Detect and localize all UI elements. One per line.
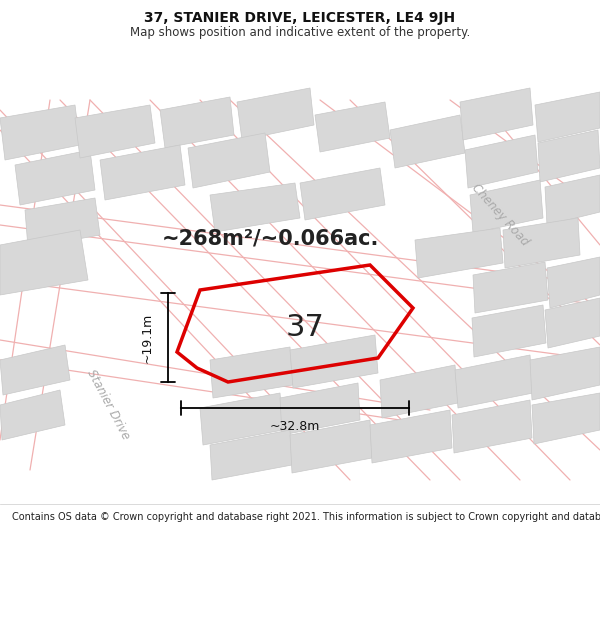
Polygon shape bbox=[0, 105, 80, 160]
Polygon shape bbox=[380, 365, 458, 418]
Polygon shape bbox=[465, 135, 538, 188]
Polygon shape bbox=[290, 420, 372, 473]
Polygon shape bbox=[473, 262, 548, 313]
Polygon shape bbox=[0, 390, 65, 440]
Text: ~19.1m: ~19.1m bbox=[141, 312, 154, 362]
Polygon shape bbox=[290, 335, 378, 388]
Polygon shape bbox=[0, 230, 88, 295]
Polygon shape bbox=[460, 88, 533, 140]
Polygon shape bbox=[530, 347, 600, 400]
Polygon shape bbox=[100, 145, 185, 200]
Polygon shape bbox=[210, 430, 292, 480]
Polygon shape bbox=[503, 218, 580, 268]
Text: 37, STANIER DRIVE, LEICESTER, LE4 9JH: 37, STANIER DRIVE, LEICESTER, LE4 9JH bbox=[145, 11, 455, 25]
Polygon shape bbox=[370, 410, 452, 463]
Text: Map shows position and indicative extent of the property.: Map shows position and indicative extent… bbox=[130, 26, 470, 39]
Polygon shape bbox=[538, 130, 600, 182]
Polygon shape bbox=[315, 102, 390, 152]
Polygon shape bbox=[160, 97, 234, 148]
Polygon shape bbox=[535, 92, 600, 142]
Polygon shape bbox=[415, 228, 503, 278]
Text: 37: 37 bbox=[286, 314, 325, 342]
Polygon shape bbox=[237, 88, 314, 140]
Polygon shape bbox=[25, 198, 100, 248]
Polygon shape bbox=[15, 150, 95, 205]
Text: Cheney Road: Cheney Road bbox=[469, 181, 531, 249]
Text: Stanier Drive: Stanier Drive bbox=[84, 368, 132, 442]
Text: ~32.8m: ~32.8m bbox=[270, 420, 320, 433]
Polygon shape bbox=[200, 393, 283, 445]
Polygon shape bbox=[210, 183, 300, 232]
Polygon shape bbox=[280, 383, 360, 435]
Polygon shape bbox=[210, 347, 293, 398]
Polygon shape bbox=[455, 355, 533, 408]
Polygon shape bbox=[75, 105, 155, 158]
Polygon shape bbox=[472, 305, 546, 357]
Polygon shape bbox=[532, 393, 600, 444]
Polygon shape bbox=[390, 115, 465, 168]
Polygon shape bbox=[545, 175, 600, 225]
Polygon shape bbox=[545, 298, 600, 348]
Polygon shape bbox=[300, 168, 385, 220]
Text: ~268m²/~0.066ac.: ~268m²/~0.066ac. bbox=[161, 228, 379, 248]
Polygon shape bbox=[547, 257, 600, 308]
Polygon shape bbox=[470, 180, 543, 233]
Polygon shape bbox=[0, 345, 70, 395]
Polygon shape bbox=[452, 400, 532, 453]
Polygon shape bbox=[188, 133, 270, 188]
Text: Contains OS data © Crown copyright and database right 2021. This information is : Contains OS data © Crown copyright and d… bbox=[12, 512, 600, 522]
